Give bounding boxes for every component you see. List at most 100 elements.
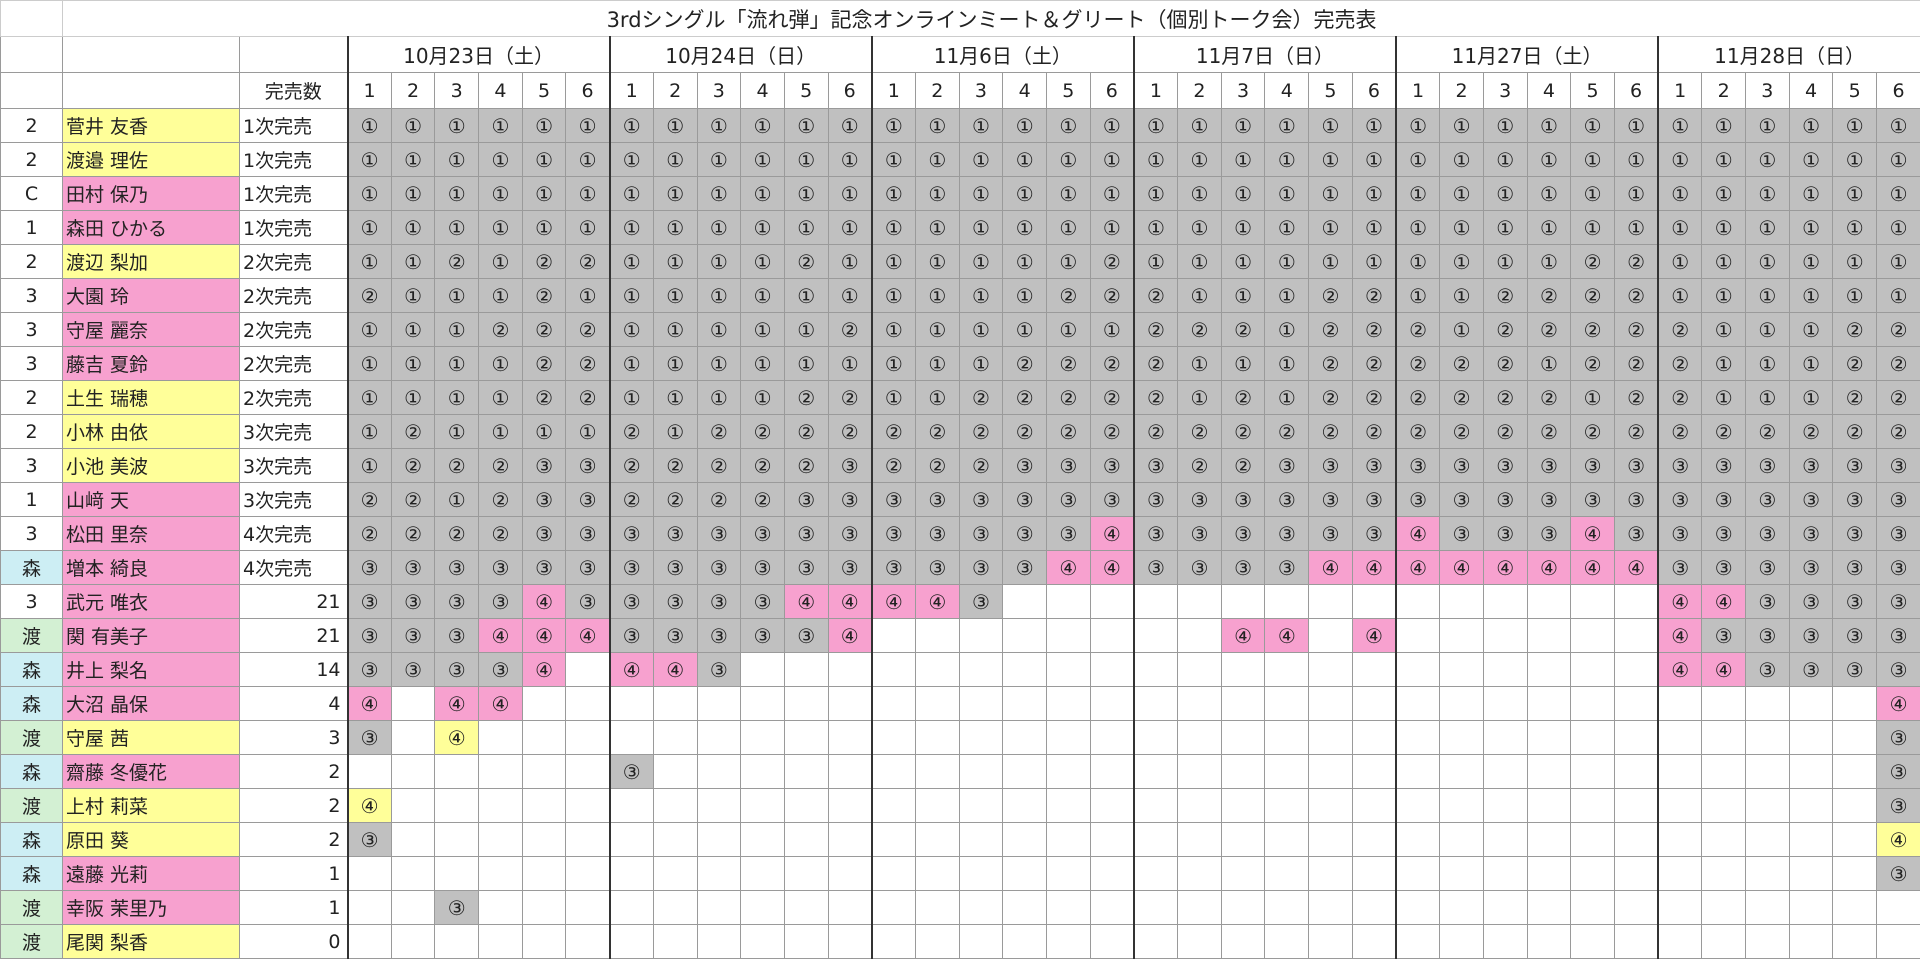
slot-cell [1220,924,1266,959]
slot-cell: ④ [652,652,698,687]
slot-cell [1089,856,1135,891]
slot-cell: ① [1657,278,1703,313]
slot-cell: ① [390,380,436,415]
slot-cell: ① [783,108,829,143]
slot-cell [783,754,829,789]
slot-cell [1177,618,1222,653]
slot-cell [1526,890,1572,925]
slot-cell [1132,686,1179,721]
slot-cell [1351,924,1397,959]
slot-cell [652,720,698,755]
slot-cell: ② [870,414,916,449]
slot-cell: ③ [608,754,654,789]
slot-cell [1526,754,1572,789]
slot-cell: ① [521,210,567,245]
slot-cell: ③ [652,584,698,619]
slot-cell [958,924,1004,959]
slot-cell [565,924,611,959]
slot-cell: ④ [783,584,829,619]
slot-cell: ② [1220,312,1266,347]
slot-cell [1308,686,1353,721]
slot-cell: ④ [1701,584,1746,619]
slot-cell [870,686,916,721]
member-name: 井上 梨名 [62,652,240,687]
slot-cell: ① [1482,108,1528,143]
slot-cell: ① [783,210,829,245]
slot-cell: ③ [1745,652,1790,687]
sold-status: 2次完売 [239,380,348,415]
data-row: 2 渡辺 梨加 2次完売 ① ① ② ① ② ② ① ① ① ① ② ① ① ① ① ① ① ② ① ① ① ① ① ① ① ① ① ① ② ②… [0,244,1920,279]
slot-cell: ① [1526,108,1572,143]
slot-cell: ① [346,346,392,381]
slot-cell: ① [1788,176,1834,211]
member-name: 渡辺 梨加 [62,244,240,279]
slot-cell: ① [1526,346,1572,381]
slot-cell [1745,890,1790,925]
slot-cell: ① [1526,244,1572,279]
slot-cell [1613,720,1659,755]
slot-header: 5 [1832,72,1878,109]
slot-cell: ② [1132,346,1179,381]
slot-header: 4 [1788,72,1834,109]
slot-cell: ① [1745,380,1790,415]
slot-cell [783,924,829,959]
slot-cell [1220,652,1266,687]
slot-cell [1264,822,1310,857]
slot-cell [1701,924,1746,959]
slot-cell [1788,856,1834,891]
slot-cell: ① [1439,176,1484,211]
slot-cell: ② [1132,414,1179,449]
slot-cell: ③ [521,448,567,483]
member-name: 小林 由依 [62,414,240,449]
slot-cell [1132,584,1179,619]
sold-status: 4次完売 [239,550,348,585]
date-header: 10月23日（土） [346,36,611,73]
date-row: 10月23日（土） 10月24日（日） 11月6日（土） 11月7日（日） 11月27日… [0,36,1920,73]
slot-cell [696,822,742,857]
slot-cell: ② [565,346,611,381]
slot-cell: ③ [1657,550,1703,585]
slot-cell [1002,856,1047,891]
slot-cell [608,924,654,959]
slot-cell [652,822,698,857]
slot-cell [1745,788,1790,823]
sold-status: 14 [239,652,348,687]
slot-cell: ① [1613,210,1659,245]
slot-cell: ① [346,380,392,415]
slot-cell [1308,890,1353,925]
slot-cell [565,890,611,925]
slot-cell: ② [521,380,567,415]
group-label: 2 [0,414,63,449]
slot-cell: ① [1526,142,1572,177]
slot-cell: ① [870,142,916,177]
slot-header: 1 [870,72,916,109]
slot-cell: ① [1657,176,1703,211]
slot-cell: ③ [1220,550,1266,585]
slot-cell: ③ [740,516,785,551]
slot-cell: ① [870,176,916,211]
slot-cell: ③ [390,550,436,585]
slot-cell [958,686,1004,721]
member-name: 守屋 麗奈 [62,312,240,347]
slot-cell: ③ [914,482,960,517]
slot-cell: ② [1395,380,1441,415]
slot-cell [1788,924,1834,959]
slot-cell: ④ [870,584,916,619]
slot-cell: ① [565,414,611,449]
slot-cell: ① [1351,176,1397,211]
slot-cell: ④ [1876,822,1920,857]
slot-cell: ③ [1220,516,1266,551]
slot-cell: ① [1439,108,1484,143]
slot-cell [740,754,785,789]
slot-cell: ① [914,108,960,143]
member-name: 増本 綺良 [62,550,240,585]
slot-cell [1264,720,1310,755]
slot-cell [1701,754,1746,789]
slot-cell: ③ [434,618,480,653]
corner-cell [0,0,63,37]
slot-cell: ③ [1788,618,1834,653]
slot-cell: ③ [346,652,392,687]
slot-cell: ① [1002,278,1047,313]
slot-cell: ③ [1832,584,1878,619]
slot-cell: ③ [1613,448,1659,483]
